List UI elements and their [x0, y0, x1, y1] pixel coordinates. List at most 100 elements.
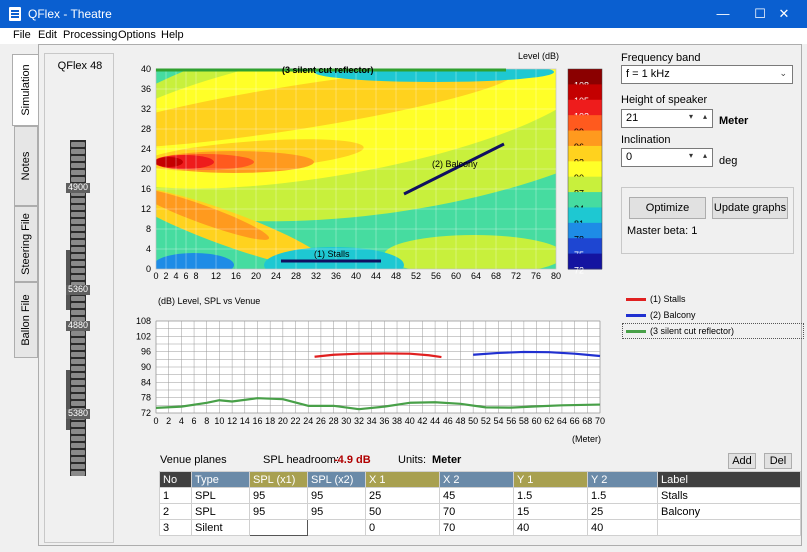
- table-cell[interactable]: 25: [587, 503, 658, 520]
- lineplot-y-ticks: 108 102 96 90 84 78 72: [136, 316, 151, 418]
- menu-edit[interactable]: Edit: [38, 29, 57, 41]
- spin-down-icon[interactable]: ▾: [689, 151, 694, 160]
- lineplot-x-tick-label: 20: [278, 416, 288, 426]
- lineplot-x-tick-label: 36: [379, 416, 389, 426]
- column-header-x2[interactable]: X 2: [439, 471, 514, 488]
- lineplot-x-tick-label: 30: [341, 416, 351, 426]
- tab-simulation[interactable]: Simulation: [12, 54, 39, 126]
- speaker-driver: [71, 310, 85, 315]
- tab-steering-file[interactable]: Steering File: [14, 206, 38, 282]
- speaker-driver: [71, 170, 85, 175]
- table-cell[interactable]: [307, 519, 366, 536]
- table-cell[interactable]: Silent: [191, 519, 250, 536]
- table-cell[interactable]: 40: [513, 519, 588, 536]
- colorbar-label: 72: [574, 265, 584, 275]
- speaker-driver: [71, 163, 85, 168]
- minimize-button[interactable]: —: [716, 6, 730, 21]
- lineplot-x-tick-label: 64: [557, 416, 567, 426]
- table-row[interactable]: 1 SPL 95 95 25 45 1.5 1.5 Stalls: [159, 487, 801, 504]
- table-cell[interactable]: 70: [439, 503, 514, 520]
- table-cell[interactable]: SPL: [191, 503, 250, 520]
- heatmap-x-tick-label: 8: [193, 271, 198, 281]
- table-cell[interactable]: 40: [587, 519, 658, 536]
- column-header-spl-x1[interactable]: SPL (x1): [249, 471, 308, 488]
- lineplot-x-tick-label: 40: [405, 416, 415, 426]
- column-header-x1[interactable]: X 1: [365, 471, 440, 488]
- title-bar: QFlex - Theatre — ☐ ✕: [0, 0, 807, 28]
- speaker-height-label: Height of speaker: [621, 94, 708, 106]
- table-cell[interactable]: SPL: [191, 487, 250, 504]
- close-button[interactable]: ✕: [778, 6, 790, 21]
- table-cell[interactable]: 1.5: [587, 487, 658, 504]
- menu-processing[interactable]: Processing: [63, 29, 118, 41]
- tab-ballon-file[interactable]: Ballon File: [14, 282, 38, 358]
- column-header-no[interactable]: No: [159, 471, 192, 488]
- table-cell[interactable]: 25: [365, 487, 440, 504]
- speaker-driver: [71, 254, 85, 259]
- legend-swatch-balcony: [626, 314, 646, 317]
- table-cell[interactable]: 70: [439, 519, 514, 536]
- speaker-driver: [71, 268, 85, 273]
- table-cell[interactable]: 45: [439, 487, 514, 504]
- spin-up-icon[interactable]: ▴: [703, 151, 708, 160]
- speaker-driver: [71, 198, 85, 203]
- table-cell[interactable]: 95: [307, 503, 366, 520]
- speaker-mark-bg: [66, 409, 90, 419]
- table-cell[interactable]: 1.5: [513, 487, 588, 504]
- menu-bar: File Edit Processing Options Help: [0, 28, 807, 44]
- spin-up-icon[interactable]: ▴: [703, 112, 708, 121]
- column-header-y2[interactable]: Y 2: [587, 471, 658, 488]
- table-cell[interactable]: 95: [249, 503, 308, 520]
- table-cell[interactable]: 2: [159, 503, 192, 520]
- lineplot-x-tick-label: 18: [265, 416, 275, 426]
- optimize-button[interactable]: Optimize: [629, 197, 706, 219]
- menu-help[interactable]: Help: [161, 29, 184, 41]
- table-cell[interactable]: 50: [365, 503, 440, 520]
- menu-options[interactable]: Options: [118, 29, 156, 41]
- inclination-input[interactable]: 0 ▾ ▴: [621, 148, 713, 167]
- speaker-driver: [71, 212, 85, 217]
- legend-label-stalls: (1) Stalls: [650, 294, 686, 304]
- del-plane-button[interactable]: Del: [764, 453, 792, 469]
- table-cell[interactable]: 95: [249, 487, 308, 504]
- speaker-driver: [71, 457, 85, 462]
- speaker-driver: [71, 233, 85, 238]
- lineplot-x-tick-label: 68: [582, 416, 592, 426]
- lineplot-x-tick-label: 52: [481, 416, 491, 426]
- add-plane-button[interactable]: Add: [728, 453, 756, 469]
- frequency-band-select[interactable]: f = 1 kHz ⌄: [621, 65, 793, 84]
- speaker-array: 4900 5360 4880 5380: [66, 140, 90, 476]
- update-graphs-button[interactable]: Update graphs: [712, 197, 788, 219]
- table-cell[interactable]: [657, 519, 801, 536]
- table-cell[interactable]: [249, 519, 308, 536]
- table-cell[interactable]: 0: [365, 519, 440, 536]
- column-header-type[interactable]: Type: [191, 471, 250, 488]
- speaker-driver: [71, 359, 85, 364]
- table-row[interactable]: 2 SPL 95 95 50 70 15 25 Balcony: [159, 503, 801, 520]
- speaker-driver: [71, 219, 85, 224]
- table-cell[interactable]: 15: [513, 503, 588, 520]
- table-cell[interactable]: Balcony: [657, 503, 801, 520]
- table-cell[interactable]: 3: [159, 519, 192, 536]
- legend-swatch-reflector: [626, 330, 646, 333]
- lineplot-x-tick-label: 38: [392, 416, 402, 426]
- speaker-height-input[interactable]: 21 ▾ ▴: [621, 109, 713, 128]
- column-header-label[interactable]: Label: [657, 471, 801, 488]
- heatmap-x-ticks: 0 2 4 6 8 12 16 20 24 28 32 36 40 44 48 52 56 60 64 68 72 76 8…: [153, 271, 561, 281]
- table-cell[interactable]: 1: [159, 487, 192, 504]
- heatmap-field: [156, 69, 556, 269]
- lineplot-x-tick-label: 56: [506, 416, 516, 426]
- table-row[interactable]: 3 Silent 0 70 40 40: [159, 519, 801, 536]
- menu-file[interactable]: File: [13, 29, 31, 41]
- series-line-0: [314, 352, 442, 359]
- legend-selected-frame[interactable]: [622, 323, 804, 339]
- maximize-button[interactable]: ☐: [754, 6, 766, 21]
- column-header-y1[interactable]: Y 1: [513, 471, 588, 488]
- heatmap-x-tick-label: 4: [173, 271, 178, 281]
- spin-down-icon[interactable]: ▾: [689, 112, 694, 121]
- table-cell[interactable]: Stalls: [657, 487, 801, 504]
- tab-notes[interactable]: Notes: [14, 126, 38, 206]
- table-cell[interactable]: 95: [307, 487, 366, 504]
- column-header-spl-x2[interactable]: SPL (x2): [307, 471, 366, 488]
- balcony-plane-label: (2) Balcony: [432, 159, 478, 169]
